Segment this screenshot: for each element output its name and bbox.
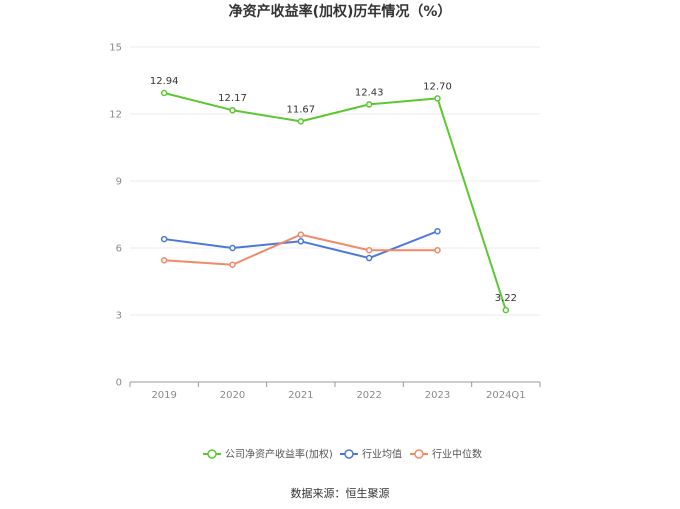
series-layer: 12.94 12.17 11.67 12.43 12.70 3.22 xyxy=(150,76,517,314)
data-point xyxy=(297,238,305,245)
data-point xyxy=(434,228,441,235)
y-tick-label: 9 xyxy=(116,177,122,188)
data-point xyxy=(160,89,168,97)
data-point xyxy=(434,246,441,254)
data-point xyxy=(297,118,305,125)
y-tick-label: 3 xyxy=(116,311,122,322)
legend-marker xyxy=(344,449,354,459)
series-1 xyxy=(160,228,441,262)
legend-item[interactable]: 公司净资产收益率(加权) xyxy=(203,448,333,461)
x-tick-label: 2021 xyxy=(288,390,313,401)
x-tick-label: 2020 xyxy=(220,390,245,401)
series-0: 12.94 12.17 11.67 12.43 12.70 3.22 xyxy=(150,76,517,314)
y-tick-label: 12 xyxy=(109,110,122,121)
data-source: 数据来源：恒生聚源 xyxy=(291,486,390,500)
data-point xyxy=(229,261,236,268)
data-point xyxy=(160,235,168,243)
y-tick-label: 0 xyxy=(116,378,122,389)
data-point xyxy=(365,101,373,108)
y-tick-label: 6 xyxy=(116,244,122,255)
data-point xyxy=(229,106,236,114)
data-label: 12.70 xyxy=(423,81,452,92)
legend: 公司净资产收益率(加权) 行业均值 行业中位数 xyxy=(203,448,482,461)
legend-label: 行业均值 xyxy=(362,448,402,461)
data-label: 12.94 xyxy=(150,76,179,87)
data-point xyxy=(365,246,373,254)
data-point xyxy=(229,244,236,252)
grid xyxy=(130,46,540,316)
legend-label: 行业中位数 xyxy=(432,448,482,461)
data-label: 11.67 xyxy=(287,104,316,115)
x-tick-label: 2023 xyxy=(425,390,450,401)
y-tick-label: 15 xyxy=(109,43,122,54)
data-label: 12.17 xyxy=(218,93,247,104)
data-label: 12.43 xyxy=(355,87,384,98)
x-tick-label: 2019 xyxy=(151,390,176,401)
x-axis: 2019 2020 2021 2022 2023 2024Q1 xyxy=(129,381,541,401)
data-point xyxy=(160,257,168,264)
legend-item[interactable]: 行业中位数 xyxy=(410,448,482,461)
x-tick-label: 2022 xyxy=(356,390,381,401)
chart-title: 净资产收益率(加权)历年情况（%） xyxy=(229,3,452,20)
series-line xyxy=(163,92,507,311)
legend-marker xyxy=(414,449,424,459)
data-point xyxy=(297,231,305,238)
x-tick-label: 2024Q1 xyxy=(486,390,526,401)
y-axis: 0 3 6 9 12 15 xyxy=(109,43,122,389)
legend-label: 公司净资产收益率(加权) xyxy=(225,448,333,461)
data-label: 3.22 xyxy=(495,293,517,304)
data-point xyxy=(434,95,441,102)
series-2 xyxy=(160,231,441,268)
data-point xyxy=(365,254,373,262)
legend-marker xyxy=(207,449,217,459)
data-point xyxy=(502,306,510,314)
legend-item[interactable]: 行业均值 xyxy=(340,448,402,461)
